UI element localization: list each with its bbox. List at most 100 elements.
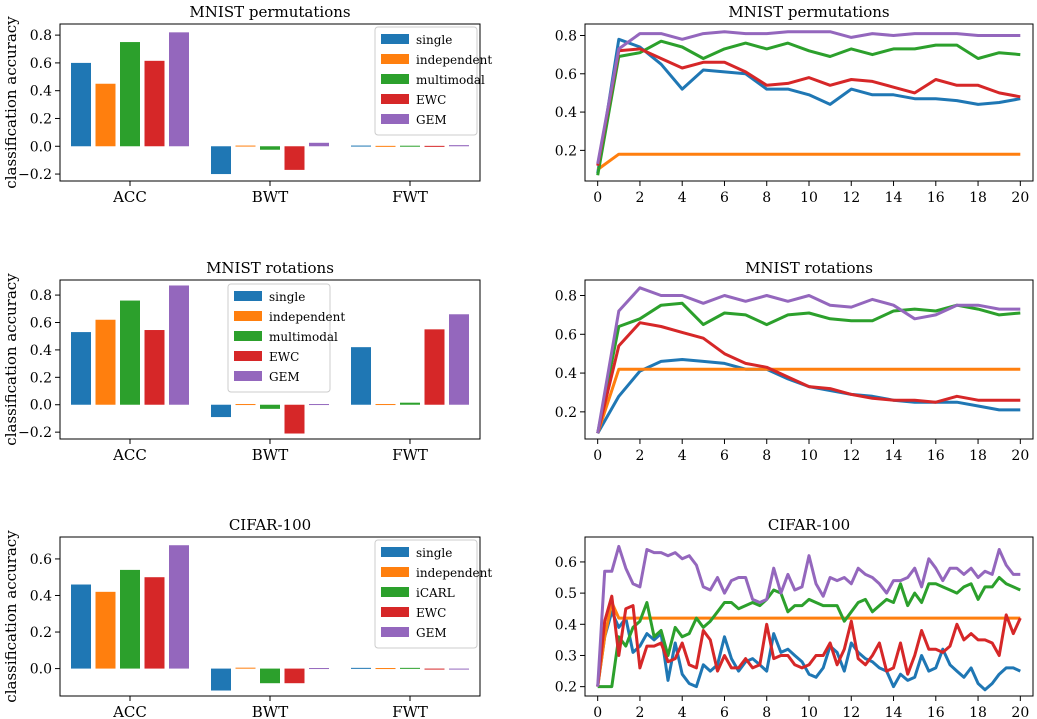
legend-label: EWC	[416, 606, 446, 620]
y-tick-label: 0.6	[30, 552, 52, 568]
y-tick-label: 0.8	[30, 28, 52, 44]
category-label: BWT	[252, 446, 288, 464]
legend-swatch	[381, 547, 409, 557]
y-tick-label: 0.4	[555, 366, 577, 382]
x-tick-label: 14	[885, 705, 903, 719]
y-tick-label: 0.8	[555, 289, 577, 305]
bar-independent-BWT	[235, 404, 256, 406]
legend-swatch	[381, 74, 409, 84]
bar-independent-FWT	[375, 668, 396, 670]
bar-multimodal-FWT	[400, 145, 420, 147]
chart-title: CIFAR-100	[229, 516, 311, 534]
x-tick-label: 18	[969, 190, 987, 206]
bar-single-BWT	[211, 146, 231, 175]
legend-swatch	[381, 567, 409, 577]
x-tick-label: 20	[1011, 705, 1029, 719]
legend-swatch	[381, 94, 409, 104]
x-tick-label: 20	[1011, 190, 1029, 206]
y-tick-label: 0.5	[555, 586, 577, 602]
legend-label: multimodal	[416, 73, 485, 87]
legend-swatch	[381, 587, 409, 597]
bar-EWC-BWT	[284, 404, 305, 434]
x-tick-label: 2	[635, 705, 644, 719]
plot-frame	[584, 23, 1034, 182]
x-tick-label: 6	[720, 705, 729, 719]
category-label: ACC	[112, 446, 147, 464]
x-tick-label: 16	[927, 190, 945, 206]
bar-EWC-BWT	[284, 146, 305, 170]
bar-independent-ACC	[95, 319, 116, 405]
legend-label: independent	[269, 310, 345, 324]
plot-frame	[59, 23, 481, 182]
legend-swatch	[234, 311, 262, 321]
y-tick-label: 0.8	[30, 288, 52, 304]
y-tick-label: 0.4	[30, 343, 52, 359]
series-line-EWC	[596, 321, 1021, 434]
y-tick-label: 0.3	[555, 648, 577, 664]
legend-swatch	[381, 114, 409, 124]
x-tick-label: 12	[842, 705, 860, 719]
bar-EWC-FWT	[424, 145, 445, 147]
bar-EWC-ACC	[144, 60, 165, 147]
category-label: FWT	[392, 703, 428, 719]
legend-label: EWC	[416, 93, 446, 107]
bar-single-BWT	[211, 404, 231, 418]
bar-GEM-BWT	[309, 668, 329, 670]
bar-multimodal-BWT	[260, 146, 280, 150]
bar-single-FWT	[351, 347, 371, 405]
legend-label: single	[269, 290, 305, 304]
legend-swatch	[381, 607, 409, 617]
chart-title: MNIST permutations	[189, 3, 350, 21]
y-tick-label: 0.4	[555, 617, 577, 633]
x-tick-label: 20	[1011, 448, 1029, 464]
y-tick-label: 0.6	[555, 555, 577, 571]
chart-title: MNIST rotations	[206, 259, 334, 277]
series-line-iCARL	[597, 576, 1021, 689]
y-axis-label: classification accuracy	[2, 273, 20, 446]
legend-label: multimodal	[269, 330, 338, 344]
series-line-EWC	[596, 47, 1021, 166]
legend-label: GEM	[416, 113, 447, 127]
panel-4: CIFAR-100 0.0 0.2 0.4 0.6 classification accu…	[2, 516, 492, 719]
bar-single-ACC	[71, 62, 91, 147]
bar-EWC-BWT	[284, 668, 305, 684]
bar-independent-BWT	[235, 145, 256, 147]
bar-independent-ACC	[95, 83, 116, 147]
y-tick-label: 0.4	[30, 588, 52, 604]
x-tick-label: 4	[678, 705, 687, 719]
y-axis-label: classification accuracy	[2, 16, 20, 189]
bar-multimodal-ACC	[120, 300, 140, 405]
chart-title: MNIST rotations	[745, 259, 873, 277]
bar-single-ACC	[71, 584, 91, 669]
y-tick-label: 0.2	[30, 370, 52, 386]
x-tick-label: 16	[927, 705, 945, 719]
panel-3: MNIST rotations 0.2 0.4 0.6 0.8 0 2 4 6 8 10 12 14 16…	[555, 259, 1034, 464]
chart-title: CIFAR-100	[768, 516, 850, 534]
category-label: ACC	[112, 188, 147, 206]
y-tick-label: 0.2	[555, 143, 577, 159]
chart-title: MNIST permutations	[728, 3, 889, 21]
legend-swatch	[234, 331, 262, 341]
category-label: ACC	[112, 703, 147, 719]
bar-iCARL-BWT	[260, 668, 280, 684]
series-line-multimodal	[596, 39, 1021, 176]
bar-independent-FWT	[375, 404, 396, 406]
y-tick-label: 0.6	[555, 327, 577, 343]
x-tick-label: 14	[885, 448, 903, 464]
category-label: FWT	[392, 446, 428, 464]
series-line-independent	[596, 152, 1021, 171]
bar-multimodal-FWT	[400, 402, 420, 405]
plot-frame	[59, 279, 481, 440]
y-tick-label: −0.2	[18, 167, 52, 183]
y-tick-label: 0.2	[30, 111, 52, 127]
bar-GEM-FWT	[449, 314, 469, 405]
x-tick-label: 16	[927, 448, 945, 464]
x-tick-label: 8	[762, 448, 771, 464]
series-line-single	[596, 37, 1021, 174]
bar-iCARL-ACC	[120, 569, 140, 669]
bar-single-BWT	[211, 668, 231, 691]
panel-5: CIFAR-100 0.2 0.3 0.4 0.5 0.6 0 2 4 6 8 10 12 14 16 18 2…	[555, 516, 1034, 719]
series-line-independent	[596, 367, 1021, 434]
x-tick-label: 10	[800, 190, 818, 206]
